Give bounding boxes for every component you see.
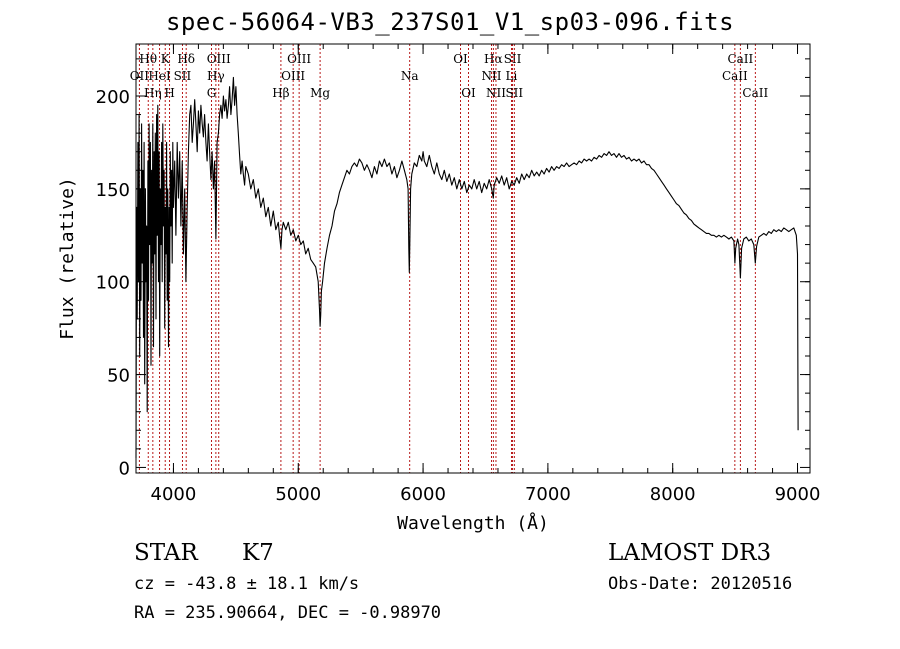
x-tick-label: 4000 [151, 484, 197, 505]
y-tick-label: 0 [119, 458, 130, 479]
line-marker-label: SII [174, 69, 192, 83]
line-marker-label: Na [401, 69, 419, 83]
line-marker-label: Hγ [207, 69, 225, 83]
line-marker-label: G [207, 86, 217, 100]
line-marker-label: K [161, 52, 171, 66]
object-subclass: K7 [242, 540, 274, 566]
chart-title: spec-56064-VB3_237S01_V1_sp03-096.fits [165, 8, 735, 36]
line-marker-label: NII [481, 69, 501, 83]
object-class: STAR [134, 540, 198, 566]
coordinates: RA = 235.90664, DEC = -0.98970 [134, 603, 442, 623]
line-marker-label: SII [504, 52, 522, 66]
line-marker-label: CaII [722, 69, 748, 83]
y-axis-label: Flux (relative) [57, 177, 78, 340]
line-marker-label: OI [461, 86, 476, 100]
x-tick-label: 5000 [275, 484, 321, 505]
line-marker-label: SII [505, 86, 523, 100]
line-marker-label: OII [130, 69, 150, 83]
x-tick-label: 8000 [650, 484, 696, 505]
line-marker-label: Hβ [272, 86, 289, 100]
x-tick-label: 7000 [525, 484, 571, 505]
line-marker-label: Hδ [177, 52, 195, 66]
x-tick-label: 6000 [400, 484, 446, 505]
line-marker-label: Mg [310, 86, 330, 100]
line-marker-label: H [164, 86, 174, 100]
line-marker-label: CaII [742, 86, 768, 100]
y-tick-label: 100 [96, 273, 130, 294]
spectrum-line [135, 76, 799, 459]
y-tick-label: 200 [96, 87, 130, 108]
y-tick-label: 50 [107, 366, 130, 387]
line-marker-label: OI [453, 52, 468, 66]
line-marker-label: OIII [207, 52, 231, 66]
line-marker-label: Hη [144, 86, 162, 100]
line-marker-label: HeI [148, 69, 171, 83]
line-marker-label: OIII [287, 52, 311, 66]
redshift-velocity: cz = -43.8 ± 18.1 km/s [134, 574, 360, 594]
survey-name: LAMOST DR3 [608, 540, 772, 566]
line-marker-label: Hα [484, 52, 503, 66]
line-marker-label: NII [486, 86, 506, 100]
line-marker-label: Li [506, 69, 518, 83]
line-marker-label: CaII [727, 52, 753, 66]
y-tick-label: 150 [96, 180, 130, 201]
line-marker-label: OIII [281, 69, 305, 83]
x-tick-label: 9000 [775, 484, 821, 505]
x-axis-label: Wavelength (Å) [397, 512, 549, 534]
line-marker-label: Hθ [139, 52, 157, 66]
observation-date: Obs-Date: 20120516 [608, 574, 793, 594]
